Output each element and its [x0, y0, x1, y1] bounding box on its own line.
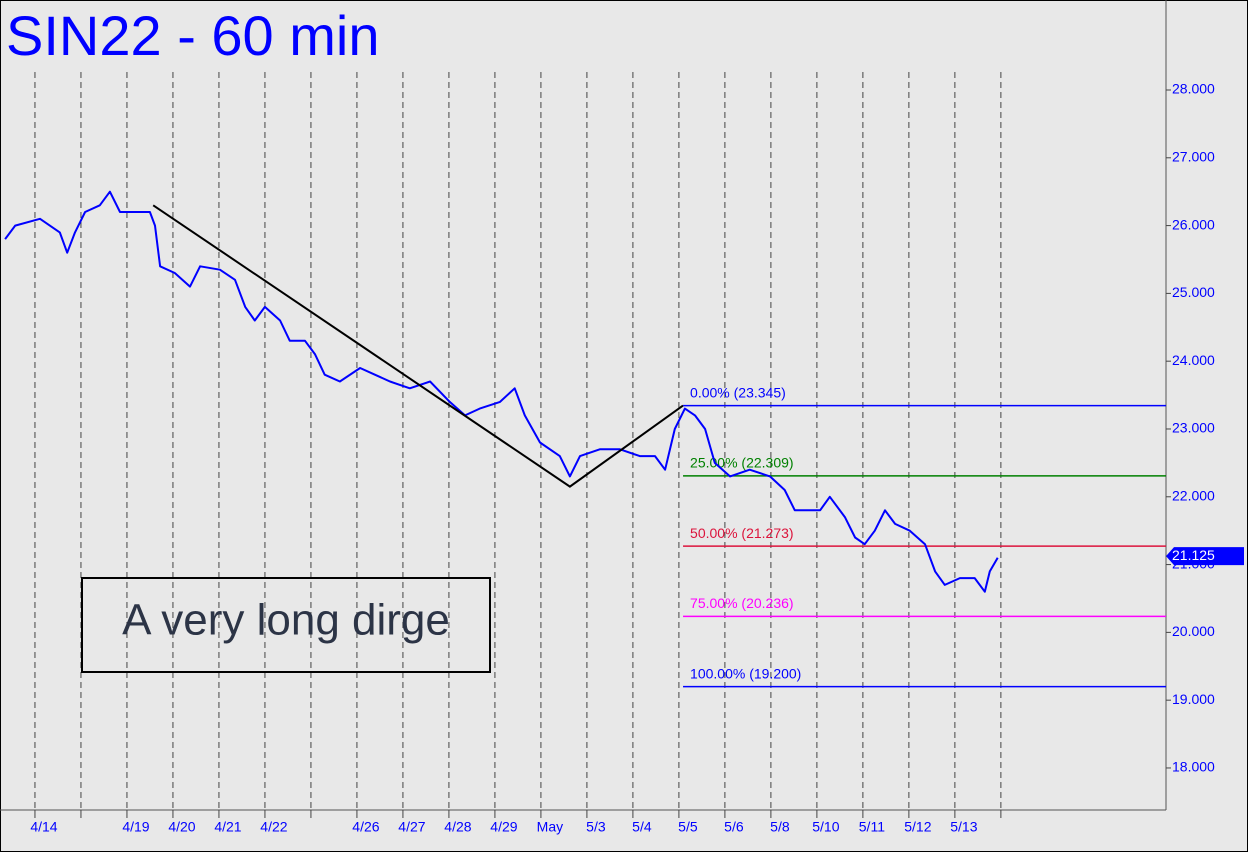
y-tick-label: 23.000 [1172, 420, 1215, 436]
x-tick-label: 5/5 [678, 819, 698, 835]
y-tick-label: 27.000 [1172, 148, 1215, 164]
x-tick-label: 5/11 [859, 819, 885, 835]
x-tick-label: 5/8 [770, 819, 790, 835]
annotation-box [81, 577, 491, 673]
y-tick-label: 26.000 [1172, 216, 1215, 232]
y-tick-label: 25.000 [1172, 284, 1215, 300]
x-tick-label: 4/26 [352, 819, 379, 835]
fib-label: 25.00% (22.309) [690, 455, 794, 471]
y-tick-label: 20.000 [1172, 623, 1215, 639]
grid: 4/14 4/19 4/20 4/21 4/22 4/26 4/27 4/28 4/29 May 5… [30, 72, 1215, 835]
pattern-line [152, 204, 684, 488]
y-tick-label: 24.000 [1172, 352, 1215, 368]
chart-title: SIN22 - 60 min [6, 4, 380, 67]
y-tick-label: 18.000 [1172, 759, 1215, 775]
fib-label: 75.00% (20.236) [690, 595, 794, 611]
y-tick-label: 28.000 [1172, 81, 1215, 97]
fib-label: 0.00% (23.345) [690, 384, 786, 400]
x-tick-label: 4/22 [260, 819, 287, 835]
x-tick-label: 5/13 [950, 819, 977, 835]
x-tick-label: 4/19 [122, 819, 149, 835]
x-tick-label: 4/20 [168, 819, 195, 835]
x-tick-label: 4/28 [444, 819, 471, 835]
x-tick-label: 5/10 [812, 819, 839, 835]
x-tick-label: 5/4 [632, 819, 652, 835]
price-line [4, 190, 999, 593]
x-tick-label: May [537, 819, 563, 835]
annotation: A very long dirge [122, 596, 450, 645]
fib-label: 100.00% (19.200) [690, 665, 801, 681]
x-tick-label: 5/6 [724, 819, 744, 835]
x-tick-label: 4/27 [398, 819, 425, 835]
y-tick-label: 22.000 [1172, 487, 1215, 503]
x-tick-label: 4/14 [30, 819, 57, 835]
x-tick-label: 5/3 [586, 819, 606, 835]
x-tick-label: 4/29 [490, 819, 517, 835]
y-tick-label: 19.000 [1172, 691, 1215, 707]
x-tick-label: 4/21 [214, 819, 241, 835]
price-tag [1166, 547, 1244, 566]
marks: 0.00% (23.345) 25.00% (22.309) 50.00% (21.… [4, 190, 1244, 688]
fib-label: 50.00% (21.273) [690, 525, 794, 541]
x-tick-label: 5/12 [904, 819, 931, 835]
price-tag-label: 21.125 [1172, 547, 1215, 563]
